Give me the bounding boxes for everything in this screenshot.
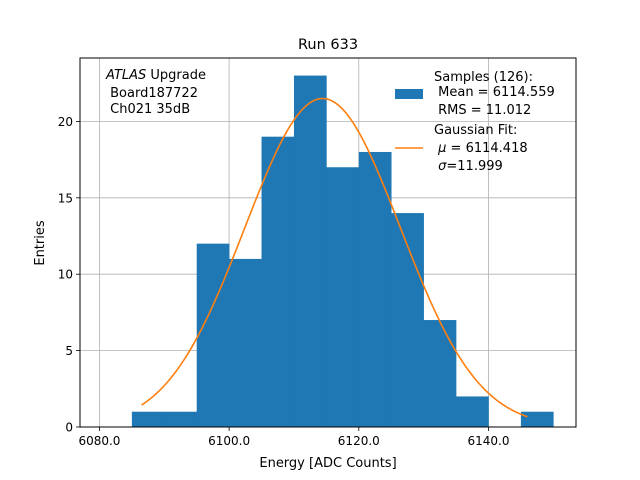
histogram-bar [520, 411, 554, 427]
histogram-bar [358, 151, 392, 428]
legend-fit-sigma: =11.999 [446, 159, 502, 174]
x-axis-label: Energy [ADC Counts] [259, 456, 396, 471]
legend-fit-mu-line: μ = 6114.418 [434, 141, 528, 156]
y-tick-label: 15 [58, 191, 73, 205]
legend: Samples (126): Mean = 6114.559 RMS = 11.… [395, 70, 555, 174]
histogram-bar [196, 243, 230, 427]
annotation-board: Board187722 [106, 86, 198, 101]
annotation-channel: Ch021 35dB [106, 102, 190, 117]
x-axis-ticks: 6080.0 6100.0 6120.0 6140.0 [78, 427, 509, 448]
histogram-bar [293, 75, 327, 428]
histogram-bar [164, 411, 198, 427]
legend-samples-mean: Mean = 6114.559 [434, 85, 555, 100]
legend-sigma-symbol: σ [438, 159, 447, 174]
histogram-bar [391, 213, 424, 427]
y-axis-ticks: 0 5 10 15 20 [58, 115, 80, 435]
histogram-bar [261, 136, 295, 427]
legend-fit-mu: = 6114.418 [446, 141, 527, 156]
y-tick-label: 20 [58, 115, 73, 129]
histogram-bar [423, 320, 457, 427]
atlas-annotation: ATLAS Upgrade Board187722 Ch021 35dB [105, 68, 206, 117]
x-tick-label: 6140.0 [467, 434, 509, 448]
histogram-bars [131, 75, 554, 428]
legend-fit-sigma-line: σ=11.999 [434, 159, 503, 174]
legend-fit-title: Gaussian Fit: [434, 123, 517, 138]
x-tick-label: 6080.0 [78, 434, 120, 448]
histogram-bar [229, 258, 262, 427]
x-tick-label: 6100.0 [208, 434, 250, 448]
legend-mu-symbol: μ [437, 141, 446, 156]
annotation-line-1: ATLAS Upgrade [105, 68, 206, 83]
annotation-atlas: ATLAS [105, 68, 146, 83]
annotation-upgrade: Upgrade [146, 68, 206, 83]
y-tick-label: 10 [58, 268, 73, 282]
gaussian-fit-line [141, 97, 528, 418]
histogram-bar [131, 411, 165, 427]
plot-frame [79, 57, 577, 428]
x-tick-label: 6120.0 [338, 434, 380, 448]
chart-title: Run 633 [298, 37, 358, 53]
y-axis-label: Entries [33, 220, 48, 266]
histogram-bar [456, 396, 489, 427]
legend-samples-rms: RMS = 11.012 [434, 103, 531, 118]
y-tick-label: 5 [65, 344, 73, 358]
histogram-bar [326, 167, 360, 427]
gaussian-fit-curve [141, 97, 528, 418]
legend-samples-swatch [395, 89, 423, 99]
y-tick-label: 0 [65, 421, 73, 435]
legend-samples-title: Samples (126): [434, 70, 533, 85]
